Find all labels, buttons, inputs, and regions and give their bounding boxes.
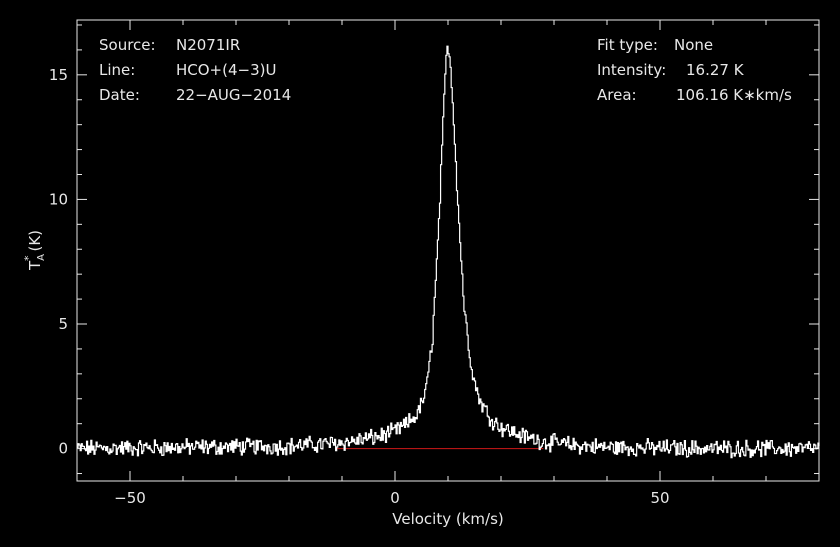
fit-type-label: Fit type: bbox=[597, 36, 658, 54]
area-label: Area: bbox=[597, 86, 637, 104]
y-tick-label: 5 bbox=[58, 315, 68, 333]
y-tick-label: 15 bbox=[49, 66, 68, 84]
x-tick-label: 0 bbox=[390, 489, 400, 507]
source-label: Source: bbox=[99, 36, 156, 54]
y-axis-label-unit: (K) bbox=[26, 230, 44, 252]
fit-type-value: None bbox=[674, 36, 713, 54]
area-value: 106.16 K∗km/s bbox=[676, 86, 792, 104]
x-tick-label: −50 bbox=[114, 489, 146, 507]
y-axis-label: TA* (K) bbox=[22, 230, 47, 271]
source-value: N2071IR bbox=[176, 36, 240, 54]
y-tick-label: 10 bbox=[49, 190, 68, 208]
line-value: HCO+(4−3)U bbox=[176, 61, 276, 79]
spectrum-series-line bbox=[77, 45, 820, 459]
date-label: Date: bbox=[99, 86, 140, 104]
x-tick-label: 50 bbox=[650, 489, 669, 507]
y-axis-label-sub: A bbox=[36, 254, 47, 261]
y-axis-label-main: T bbox=[26, 260, 44, 271]
y-axis-ticks bbox=[77, 24, 819, 475]
y-axis-tick-labels: 0 5 10 15 bbox=[49, 66, 68, 458]
x-axis-tick-labels: −50 0 50 bbox=[114, 489, 669, 507]
date-value: 22−AUG−2014 bbox=[176, 86, 291, 104]
svg-text:TA*(K): TA* (K) bbox=[22, 230, 47, 271]
line-label: Line: bbox=[99, 61, 135, 79]
intensity-value: 16.27 K bbox=[686, 61, 745, 79]
x-axis-label: Velocity (km/s) bbox=[392, 510, 503, 528]
intensity-label: Intensity: bbox=[597, 61, 666, 79]
y-axis-label-sup: * bbox=[22, 255, 35, 261]
x-axis-ticks bbox=[76, 20, 820, 481]
y-tick-label: 0 bbox=[58, 440, 68, 458]
